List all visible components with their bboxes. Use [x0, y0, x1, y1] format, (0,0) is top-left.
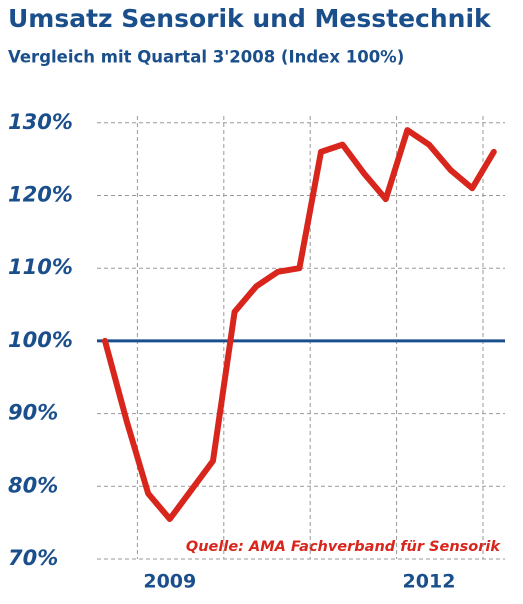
y-tick-label: 130% [8, 110, 73, 134]
data-line [102, 127, 497, 523]
y-tick-label: 120% [8, 183, 73, 207]
chart-title: Umsatz Sensorik und Messtechnik [8, 4, 492, 33]
y-tick-label: 80% [8, 473, 58, 497]
x-tick-label: 2009 [143, 571, 196, 593]
x-tick-label: 2012 [403, 571, 456, 593]
y-tick-label: 100% [8, 328, 73, 352]
source-note: Quelle: AMA Fachverband für Sensorik [186, 539, 501, 555]
chart-subtitle: Vergleich mit Quartal 3'2008 (Index 100%… [8, 48, 404, 67]
y-tick-label: 90% [8, 401, 58, 425]
y-tick-label: 110% [8, 255, 73, 279]
y-tick-label: 70% [8, 546, 58, 570]
